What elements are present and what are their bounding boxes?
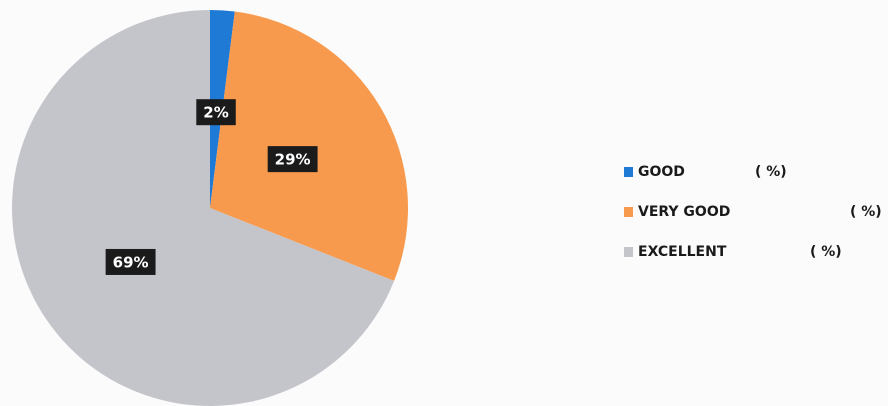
legend-suffix: ( %) xyxy=(810,244,842,260)
data-label-text: 29% xyxy=(275,151,311,169)
legend-swatch xyxy=(624,247,633,257)
legend-label: VERY GOOD xyxy=(638,204,730,220)
legend-swatch xyxy=(624,207,633,217)
legend-label: GOOD xyxy=(638,164,685,180)
data-label-box xyxy=(105,248,156,275)
pie-slice xyxy=(12,10,395,406)
data-label-box xyxy=(196,99,236,126)
data-label: 69% xyxy=(105,248,156,275)
legend-swatch xyxy=(624,167,633,177)
data-label: 29% xyxy=(267,146,318,173)
legend-label: EXCELLENT xyxy=(638,244,727,260)
legend-suffix: ( %) xyxy=(850,204,882,220)
data-label-box xyxy=(267,146,318,173)
legend-suffix: ( %) xyxy=(755,164,787,180)
data-label-text: 69% xyxy=(113,253,149,271)
data-label: 2% xyxy=(196,99,236,126)
data-label-text: 2% xyxy=(203,104,228,122)
